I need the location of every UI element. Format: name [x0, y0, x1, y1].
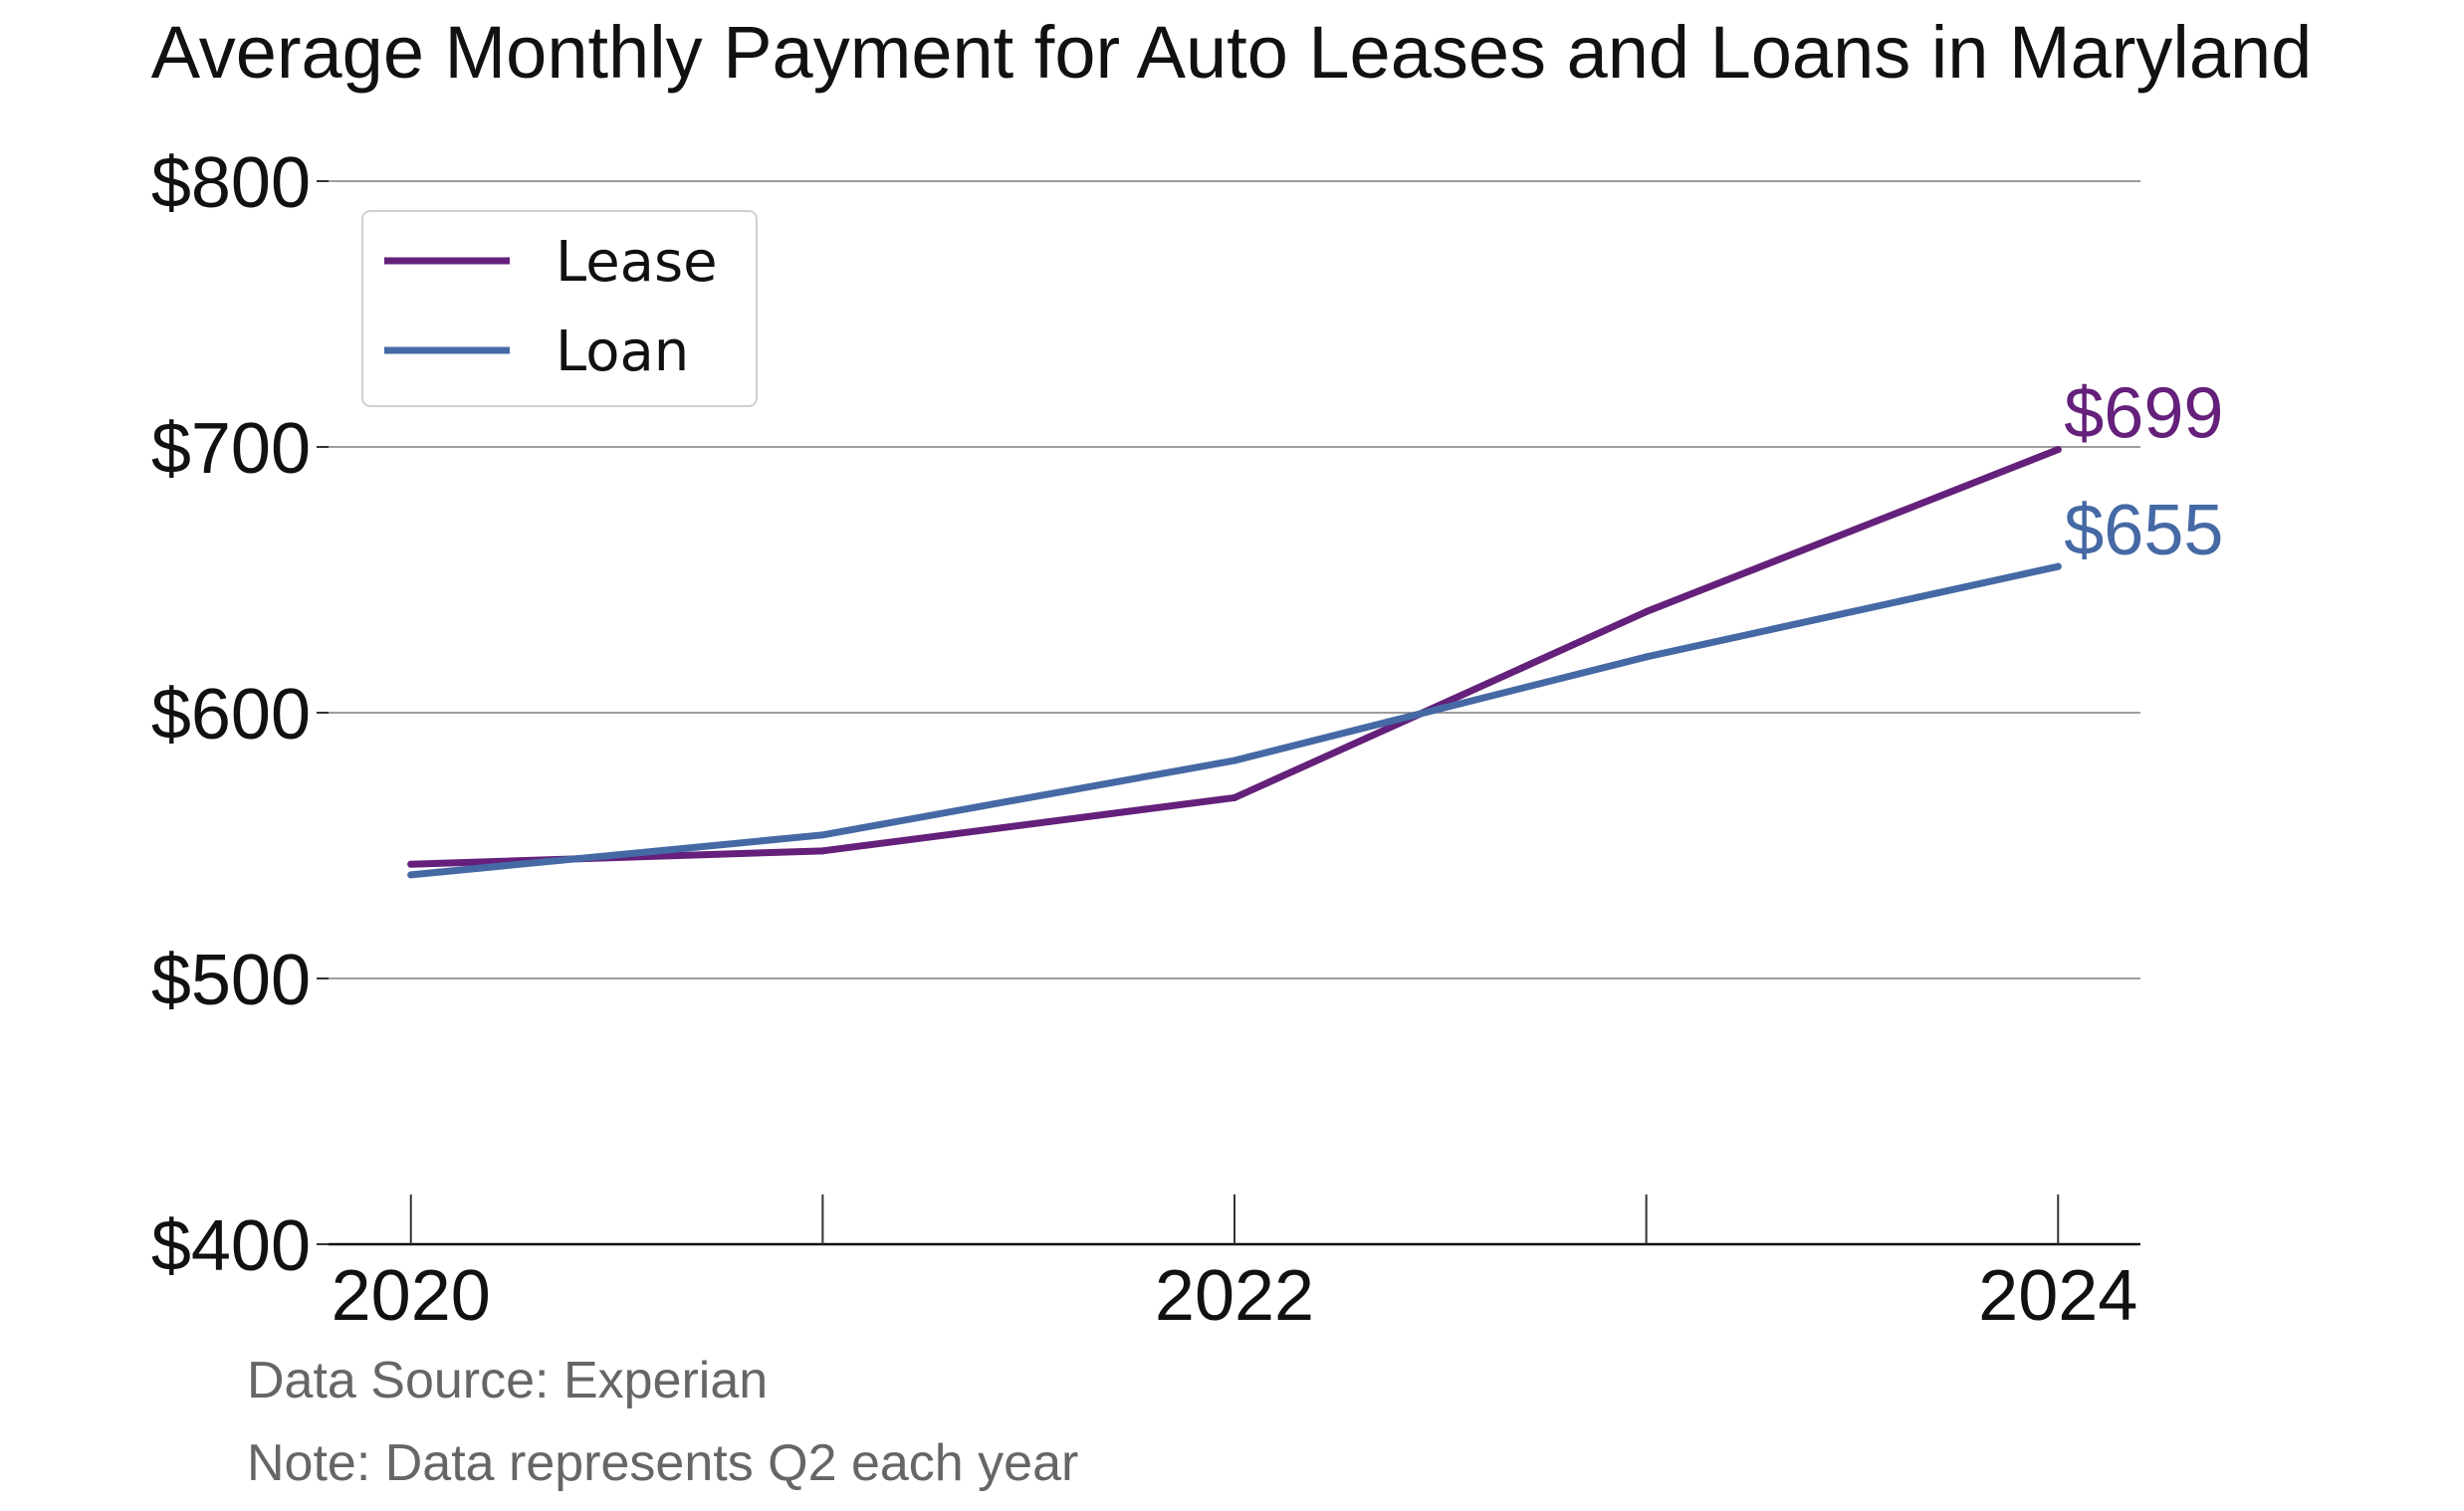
- end-label-loan: $655: [2064, 491, 2223, 570]
- x-tick-label-2022: 2022: [1155, 1256, 1314, 1336]
- data-point-lease-2021: [818, 847, 826, 855]
- legend-label-lease: Lease: [556, 230, 718, 295]
- quarter-note: Note: Data represents Q2 each year: [247, 1434, 1078, 1492]
- axes: $400 $500 $600 $700 $800 2020 2022 2024: [151, 143, 2140, 1336]
- y-tick-label-400: $400: [151, 1206, 311, 1286]
- y-tick-label-500: $500: [151, 941, 311, 1020]
- data-point-loan-2021: [818, 831, 826, 839]
- y-tick-label-600: $600: [151, 675, 311, 755]
- legend: Lease Loan: [361, 210, 758, 407]
- gridlines: [329, 180, 2140, 979]
- end-label-lease: $699: [2064, 374, 2223, 454]
- data-point-lease-2023: [1643, 608, 1651, 616]
- x-tick-label-2020: 2020: [332, 1256, 491, 1336]
- chart-title: Average Monthly Payment for Auto Leases …: [151, 11, 2313, 94]
- data-point-loan-2020: [407, 871, 415, 879]
- series-lines: [407, 446, 2062, 879]
- series-line-loan: [407, 562, 2062, 879]
- y-tick-label-800: $800: [151, 143, 311, 223]
- data-point-lease-2024: [2054, 446, 2062, 454]
- x-tick-label-2024: 2024: [1978, 1256, 2137, 1336]
- legend-label-loan: Loan: [556, 320, 689, 384]
- data-point-loan-2024: [2054, 562, 2062, 570]
- data-point-loan-2022: [1231, 756, 1238, 764]
- data-point-lease-2020: [407, 860, 415, 868]
- y-tick-label-700: $700: [151, 409, 311, 489]
- data-source-note: Data Source: Experian: [247, 1352, 768, 1409]
- series-line-lease: [407, 446, 2062, 868]
- data-point-loan-2023: [1643, 653, 1651, 661]
- end-labels: $699 $655: [2064, 374, 2223, 570]
- data-point-lease-2022: [1231, 793, 1238, 801]
